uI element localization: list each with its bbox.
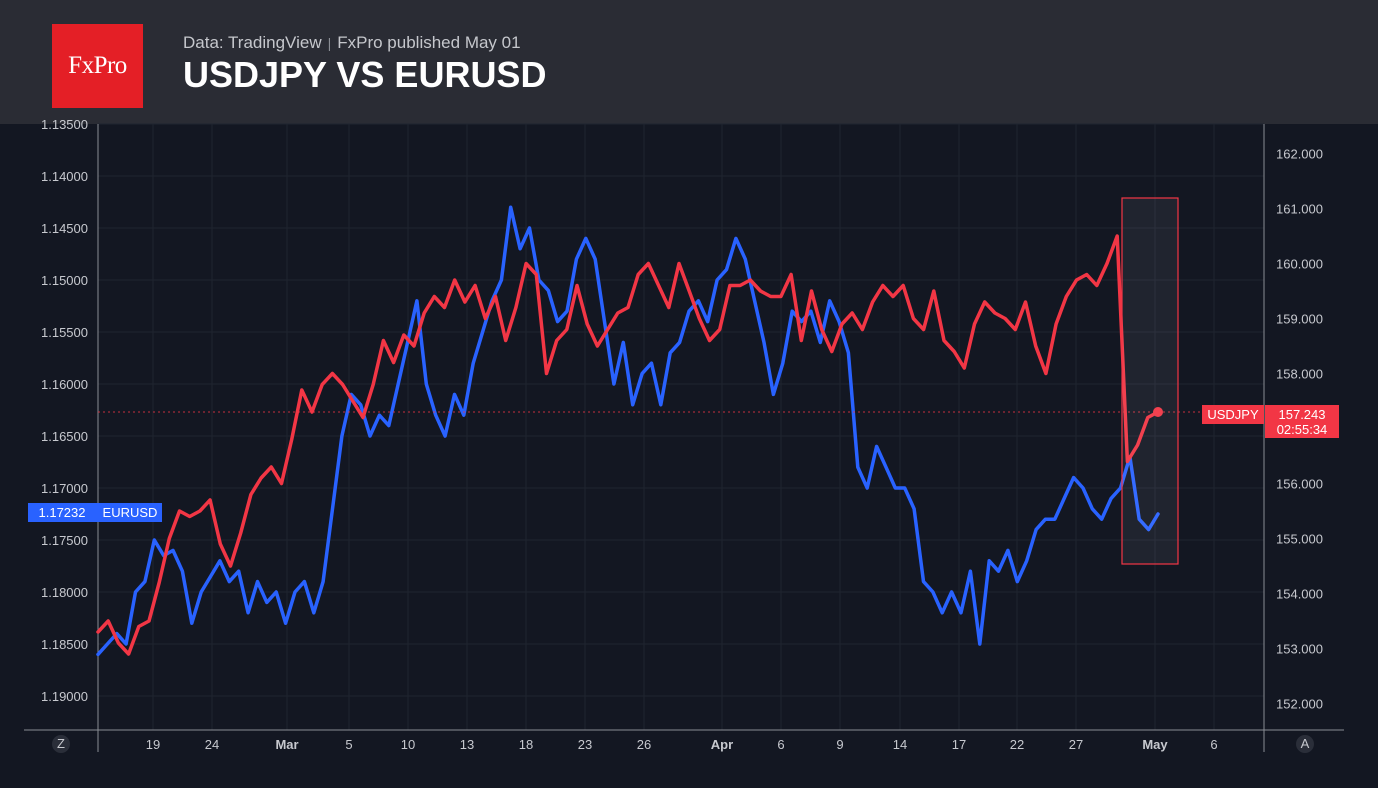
highlight-box bbox=[1121, 197, 1179, 565]
series-line-eurusd bbox=[96, 205, 1160, 657]
x-tick-label: 14 bbox=[893, 737, 907, 752]
x-tick-label: 22 bbox=[1010, 737, 1024, 752]
data-source: Data: TradingView bbox=[183, 33, 322, 52]
left-axis-tick-label: 1.17500 bbox=[41, 533, 88, 548]
usdjpy-name-tag bbox=[1202, 405, 1264, 424]
logo-text: FxPro bbox=[68, 52, 127, 79]
usdjpy-price-tag bbox=[1265, 405, 1339, 438]
series-line-usdjpy bbox=[96, 234, 1160, 656]
right-axis-tick-label: 160.000 bbox=[1276, 257, 1323, 272]
left-axis-tick-label: 1.15000 bbox=[41, 273, 88, 288]
x-tick-label: May bbox=[1142, 737, 1168, 752]
right-axis-tick-label: 158.000 bbox=[1276, 367, 1323, 382]
x-tick-label: 10 bbox=[401, 737, 415, 752]
x-tick-label: 13 bbox=[460, 737, 474, 752]
x-tick-label: 26 bbox=[637, 737, 651, 752]
corner-a-label: A bbox=[1301, 736, 1310, 751]
eurusd-tag-value: 1.17232 bbox=[39, 505, 86, 520]
corner-z-button[interactable] bbox=[52, 735, 70, 753]
x-tick-label: 27 bbox=[1069, 737, 1083, 752]
x-tick-label: 19 bbox=[146, 737, 160, 752]
eurusd-tag bbox=[28, 503, 162, 522]
left-axis-tick-label: 1.16500 bbox=[41, 429, 88, 444]
x-tick-label: Mar bbox=[275, 737, 298, 752]
x-tick-label: 23 bbox=[578, 737, 592, 752]
right-axis-tick-label: 159.000 bbox=[1276, 312, 1323, 327]
left-axis-tick-label: 1.19000 bbox=[41, 689, 88, 704]
left-axis-tick-label: 1.17000 bbox=[41, 481, 88, 496]
left-axis-tick-label: 1.15500 bbox=[41, 325, 88, 340]
left-axis-tick-label: 1.14000 bbox=[41, 169, 88, 184]
right-axis-tick-label: 161.000 bbox=[1276, 202, 1323, 217]
header-bar: FxPro Data: TradingView | FxPro published … bbox=[0, 0, 1378, 124]
chart-title: USDJPY VS EURUSD bbox=[183, 54, 547, 95]
chart-subtitle: Data: TradingView | FxPro published May 01 bbox=[183, 33, 521, 53]
right-axis-tick-label: 162.000 bbox=[1276, 147, 1323, 162]
x-tick-label: 18 bbox=[519, 737, 533, 752]
right-axis-tick-label: 155.000 bbox=[1276, 532, 1323, 547]
x-tick-label: 6 bbox=[777, 737, 784, 752]
right-axis-tick-label: 156.000 bbox=[1276, 477, 1323, 492]
left-axis-tick-label: 1.13500 bbox=[41, 117, 88, 132]
usdjpy-countdown: 02:55:34 bbox=[1277, 422, 1328, 437]
x-tick-label: 17 bbox=[952, 737, 966, 752]
publisher: FxPro published May 01 bbox=[337, 33, 521, 52]
left-axis-tick-label: 1.16000 bbox=[41, 377, 88, 392]
eurusd-tag-name: EURUSD bbox=[103, 505, 158, 520]
x-tick-label: 6 bbox=[1210, 737, 1217, 752]
x-tick-label: 5 bbox=[345, 737, 352, 752]
corner-z-label: Z bbox=[57, 736, 65, 751]
usdjpy-price-tag-value: 157.243 bbox=[1279, 407, 1326, 422]
fxpro-logo: FxPro bbox=[52, 24, 143, 108]
x-tick-label: Apr bbox=[711, 737, 733, 752]
separator: | bbox=[327, 35, 332, 51]
left-axis-tick-label: 1.14500 bbox=[41, 221, 88, 236]
corner-a-button[interactable] bbox=[1296, 735, 1314, 753]
right-axis-tick-label: 152.000 bbox=[1276, 697, 1323, 712]
left-axis-tick-label: 1.18000 bbox=[41, 585, 88, 600]
usdjpy-name-tag-text: USDJPY bbox=[1207, 407, 1259, 422]
right-axis-tick-label: 154.000 bbox=[1276, 587, 1323, 602]
left-axis-tick-label: 1.18500 bbox=[41, 637, 88, 652]
right-axis-tick-label: 153.000 bbox=[1276, 642, 1323, 657]
x-tick-label: 24 bbox=[205, 737, 219, 752]
x-tick-label: 9 bbox=[836, 737, 843, 752]
